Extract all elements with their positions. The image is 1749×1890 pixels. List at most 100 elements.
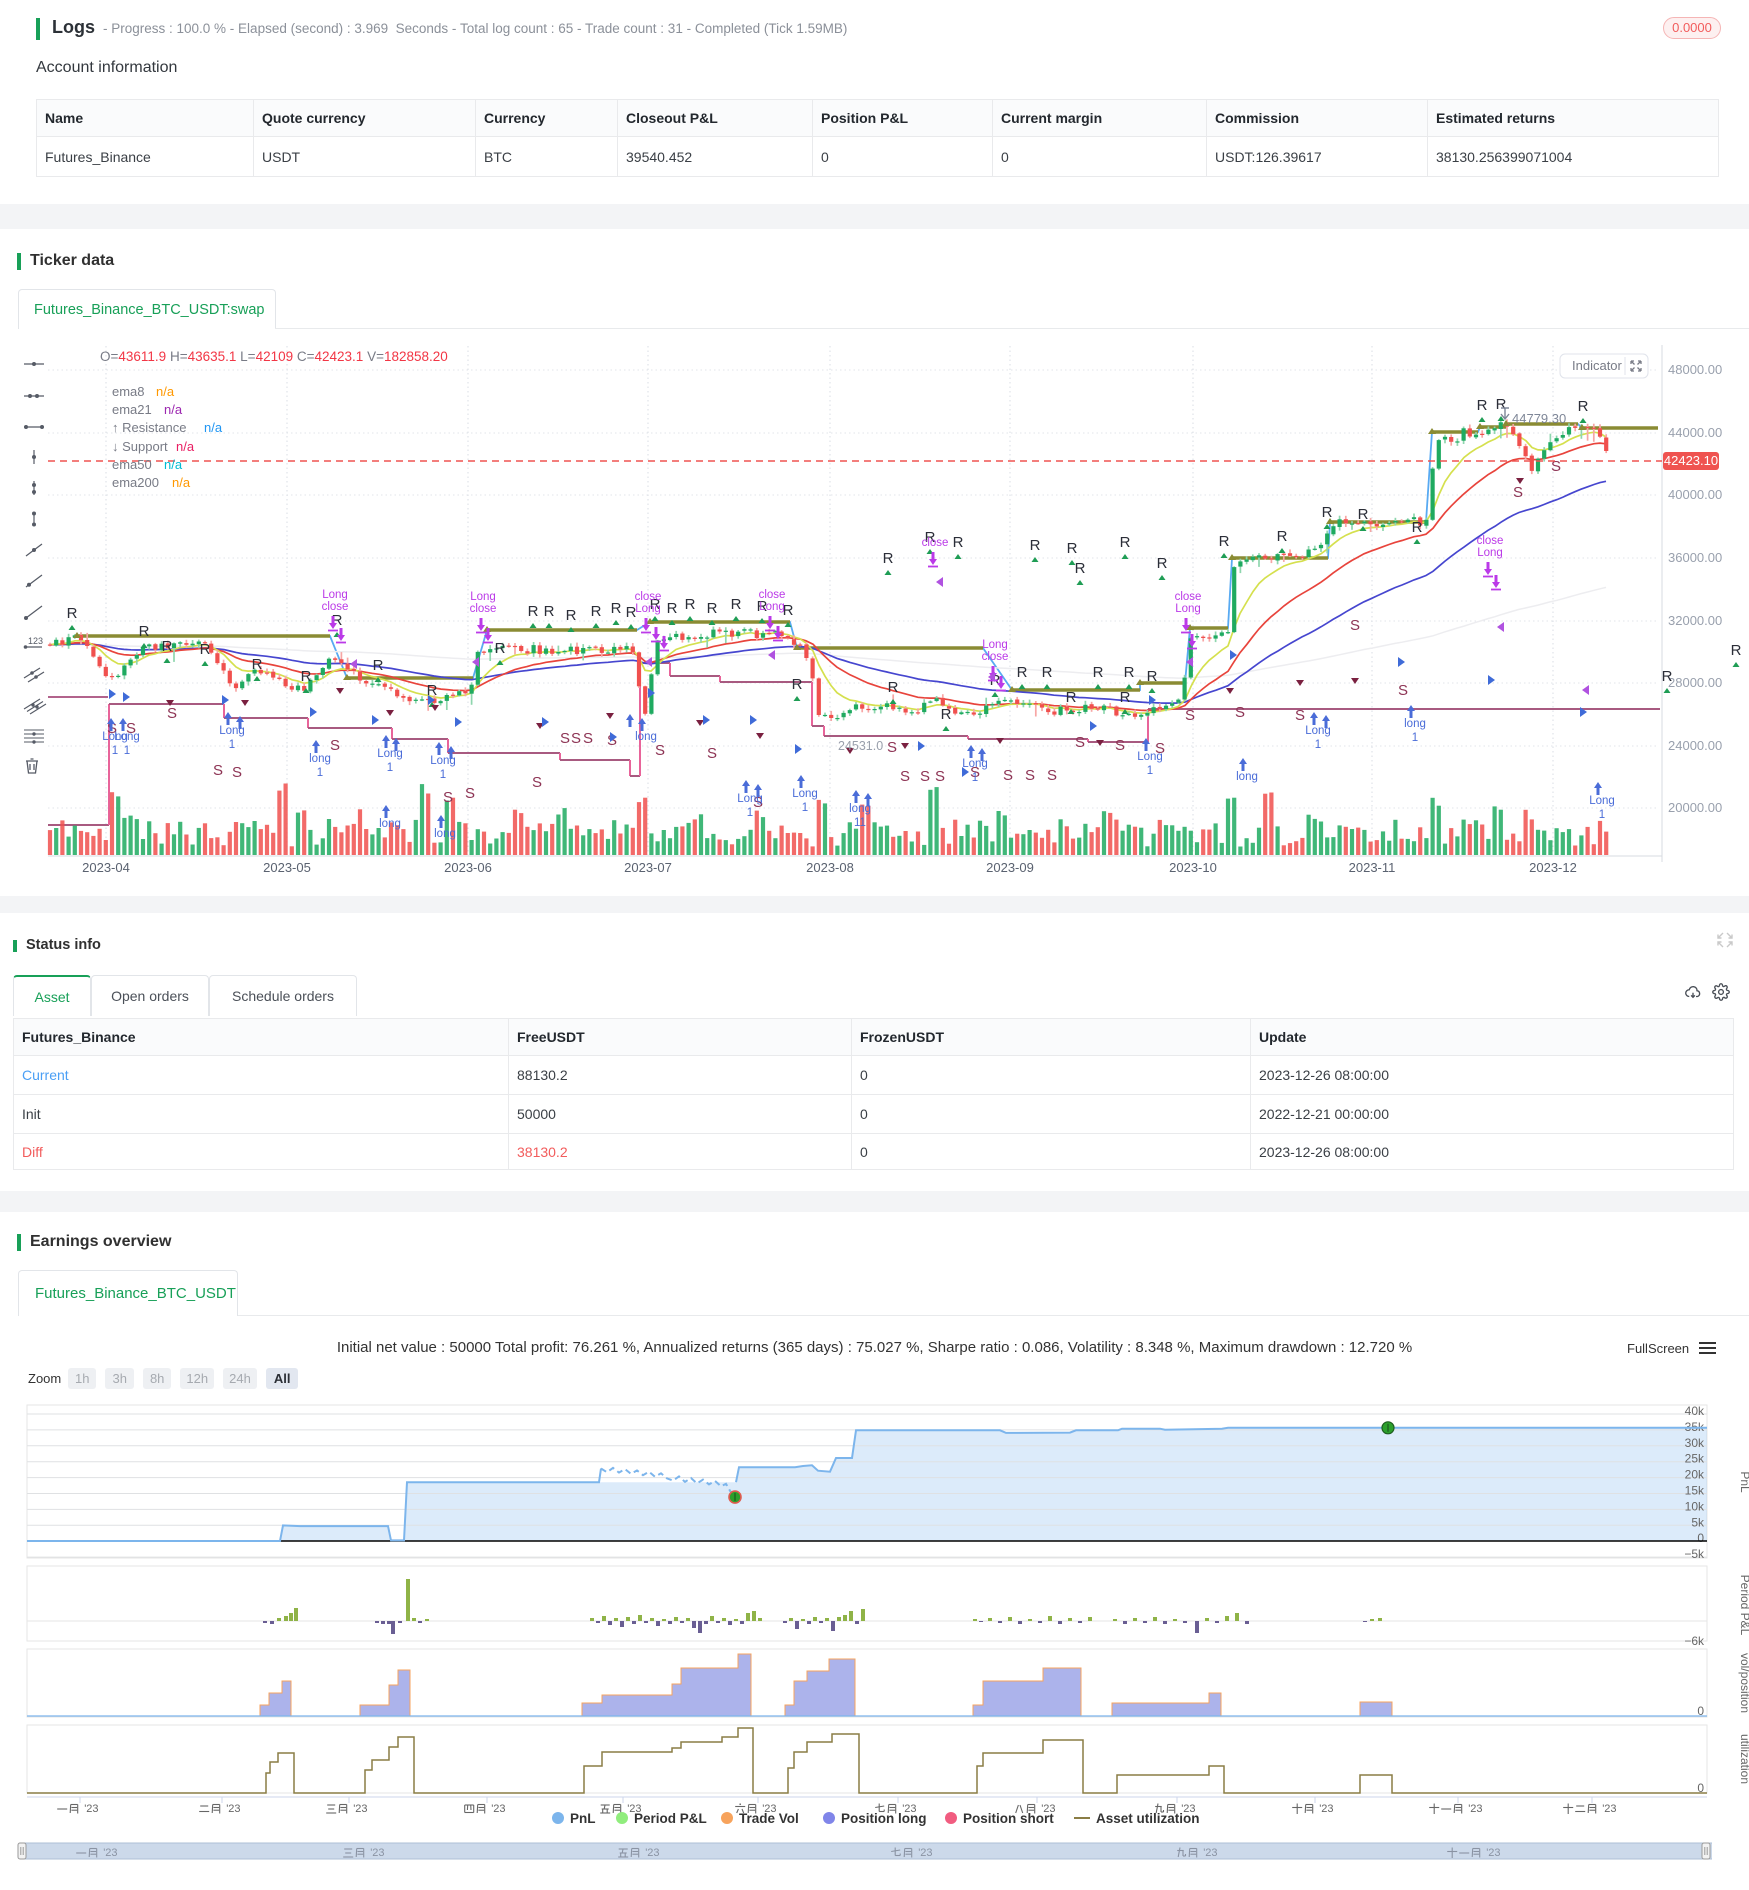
- svg-text:R: R: [1067, 540, 1078, 557]
- svg-text:0: 0: [1697, 1531, 1704, 1545]
- svg-text:S: S: [1047, 767, 1057, 784]
- svg-text:long: long: [635, 731, 657, 743]
- svg-text:R: R: [1066, 689, 1077, 706]
- svg-text:1: 1: [317, 767, 323, 779]
- svg-text:S: S: [707, 745, 717, 762]
- svg-text:1: 1: [802, 802, 808, 814]
- svg-text:R: R: [667, 600, 678, 617]
- svg-text:2023-10: 2023-10: [1169, 860, 1217, 875]
- svg-text:S: S: [1185, 707, 1195, 724]
- svg-text:R: R: [626, 604, 637, 621]
- svg-text:S: S: [935, 768, 945, 785]
- svg-text:'23: '23: [645, 1847, 659, 1859]
- svg-text:vol/position: vol/position: [1738, 1653, 1749, 1713]
- svg-text:Long: Long: [1175, 603, 1201, 615]
- svg-text:'23: '23: [1468, 1803, 1482, 1815]
- svg-text:n/a: n/a: [156, 384, 175, 399]
- svg-text:Long: Long: [635, 603, 661, 615]
- svg-text:R: R: [731, 596, 742, 613]
- svg-text:'23: '23: [918, 1847, 932, 1859]
- svg-text:long: long: [1404, 718, 1426, 730]
- svg-text:ema200: ema200: [112, 475, 159, 490]
- svg-text:R: R: [783, 602, 794, 619]
- svg-text:'23: '23: [353, 1803, 367, 1815]
- svg-text:123: 123: [28, 636, 43, 646]
- svg-text:R: R: [566, 607, 577, 624]
- svg-text:R: R: [1731, 642, 1742, 659]
- svg-text:R: R: [200, 641, 211, 658]
- svg-text:40000.00: 40000.00: [1668, 487, 1722, 502]
- svg-text:R: R: [1157, 555, 1168, 572]
- svg-text:n/a: n/a: [176, 439, 195, 454]
- svg-text:R: R: [162, 638, 173, 655]
- svg-text:ema21: ema21: [112, 402, 152, 417]
- svg-text:S: S: [126, 720, 136, 737]
- svg-text:0: 0: [1697, 1781, 1704, 1795]
- svg-text:R: R: [685, 596, 696, 613]
- svg-text:long: long: [309, 753, 331, 765]
- svg-text:−6k: −6k: [1684, 1634, 1705, 1648]
- svg-text:n/a: n/a: [164, 457, 183, 472]
- svg-text:2023-09: 2023-09: [986, 860, 1034, 875]
- svg-text:close: close: [759, 589, 786, 601]
- svg-text:Long: Long: [1305, 725, 1331, 737]
- svg-text:close: close: [322, 601, 349, 613]
- svg-text:R: R: [707, 600, 718, 617]
- svg-text:n/a: n/a: [172, 475, 191, 490]
- svg-text:R: R: [953, 534, 964, 551]
- svg-text:long: long: [434, 828, 456, 840]
- svg-text:R: R: [1358, 506, 1369, 523]
- svg-text:Indicator: Indicator: [1572, 358, 1623, 373]
- svg-text:S: S: [753, 794, 763, 811]
- svg-text:Trade Vol: Trade Vol: [739, 1811, 799, 1826]
- svg-text:close: close: [1175, 591, 1202, 603]
- svg-text:R: R: [1662, 668, 1673, 685]
- svg-text:R: R: [650, 596, 661, 613]
- svg-text:close: close: [922, 537, 949, 549]
- svg-text:ema50: ema50: [112, 457, 152, 472]
- svg-text:R: R: [1030, 537, 1041, 554]
- svg-text:PnL: PnL: [570, 1811, 596, 1826]
- svg-text:'23: '23: [902, 1803, 916, 1815]
- svg-text:'23: '23: [1041, 1803, 1055, 1815]
- svg-text:Long: Long: [430, 755, 456, 767]
- svg-text:2023-11: 2023-11: [1349, 860, 1396, 875]
- svg-text:44779.30: 44779.30: [1512, 411, 1566, 426]
- svg-text:2023-04: 2023-04: [82, 860, 130, 875]
- svg-text:Period P&L: Period P&L: [634, 1811, 707, 1826]
- svg-text:1: 1: [124, 745, 130, 757]
- svg-text:1: 1: [747, 807, 753, 819]
- svg-text:Long: Long: [759, 601, 785, 613]
- svg-text:R: R: [1412, 519, 1423, 536]
- svg-text:'23: '23: [1319, 1803, 1333, 1815]
- svg-text:2023-12: 2023-12: [1529, 860, 1577, 875]
- svg-text:S: S: [330, 737, 340, 754]
- svg-text:S: S: [1115, 737, 1125, 754]
- svg-text:R: R: [591, 603, 602, 620]
- svg-text:S: S: [1350, 617, 1360, 634]
- svg-text:utilization: utilization: [1738, 1734, 1749, 1784]
- svg-text:S: S: [583, 730, 593, 747]
- svg-text:↑ Resistance: ↑ Resistance: [112, 420, 186, 435]
- svg-text:R: R: [1322, 504, 1333, 521]
- svg-text:−5k: −5k: [1684, 1547, 1705, 1561]
- svg-text:Long: Long: [322, 589, 348, 601]
- svg-text:S: S: [655, 742, 665, 759]
- svg-text:long: long: [379, 818, 401, 830]
- svg-text:20000.00: 20000.00: [1668, 800, 1722, 815]
- svg-text:R: R: [1477, 397, 1488, 414]
- svg-text:S: S: [560, 730, 570, 747]
- svg-text:R: R: [1578, 398, 1589, 415]
- svg-text:1: 1: [387, 762, 393, 774]
- svg-text:'23: '23: [370, 1847, 384, 1859]
- svg-text:long: long: [849, 803, 871, 815]
- svg-text:S: S: [887, 739, 897, 756]
- svg-text:32000.00: 32000.00: [1668, 613, 1722, 628]
- svg-text:S: S: [465, 785, 475, 802]
- svg-text:'23: '23: [1602, 1803, 1616, 1815]
- svg-text:Long: Long: [114, 731, 140, 743]
- svg-text:36000.00: 36000.00: [1668, 550, 1722, 565]
- svg-text:PnL: PnL: [1738, 1471, 1749, 1493]
- svg-text:S: S: [571, 730, 581, 747]
- svg-text:R: R: [139, 623, 150, 640]
